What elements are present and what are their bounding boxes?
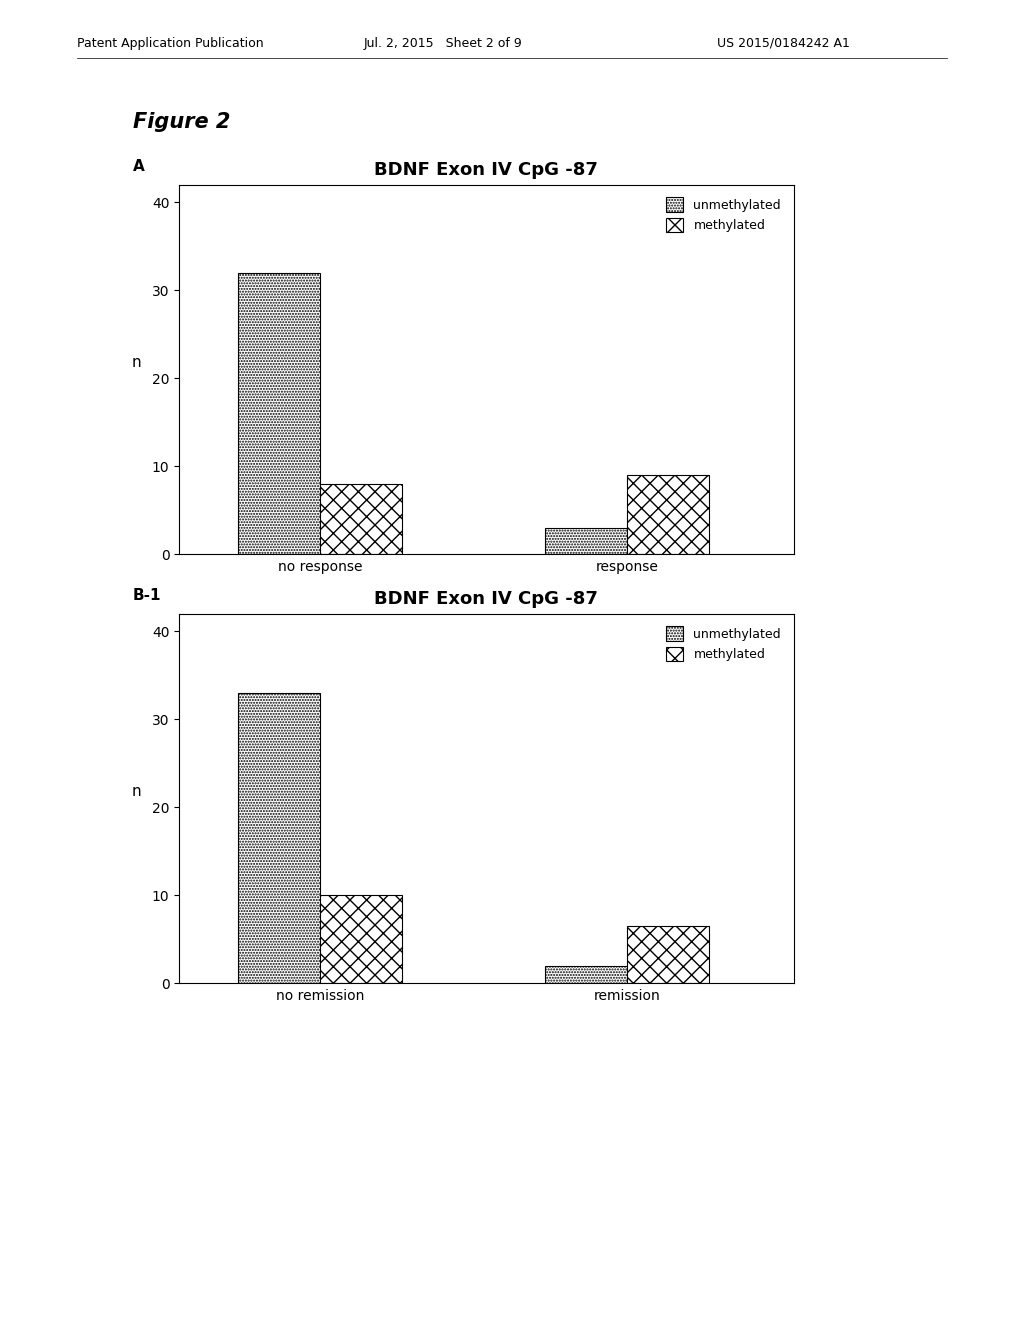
Legend: unmethylated, methylated: unmethylated, methylated [659,191,787,239]
Bar [627,475,709,554]
Text: B-1: B-1 [133,589,162,603]
Title: BDNF Exon IV CpG -87: BDNF Exon IV CpG -87 [375,590,598,609]
Bar [238,273,319,554]
Text: Jul. 2, 2015   Sheet 2 of 9: Jul. 2, 2015 Sheet 2 of 9 [364,37,522,50]
Title: BDNF Exon IV CpG -87: BDNF Exon IV CpG -87 [375,161,598,180]
Text: US 2015/0184242 A1: US 2015/0184242 A1 [717,37,850,50]
Legend: unmethylated, methylated: unmethylated, methylated [659,620,787,668]
Bar [545,966,627,983]
Y-axis label: n: n [131,784,141,799]
Bar [627,927,709,983]
Bar [319,484,401,554]
Bar [319,895,401,983]
Bar [238,693,319,983]
Y-axis label: n: n [131,355,141,370]
Bar [545,528,627,554]
Text: Patent Application Publication: Patent Application Publication [77,37,263,50]
Text: A: A [133,160,144,174]
Text: Figure 2: Figure 2 [133,112,230,132]
